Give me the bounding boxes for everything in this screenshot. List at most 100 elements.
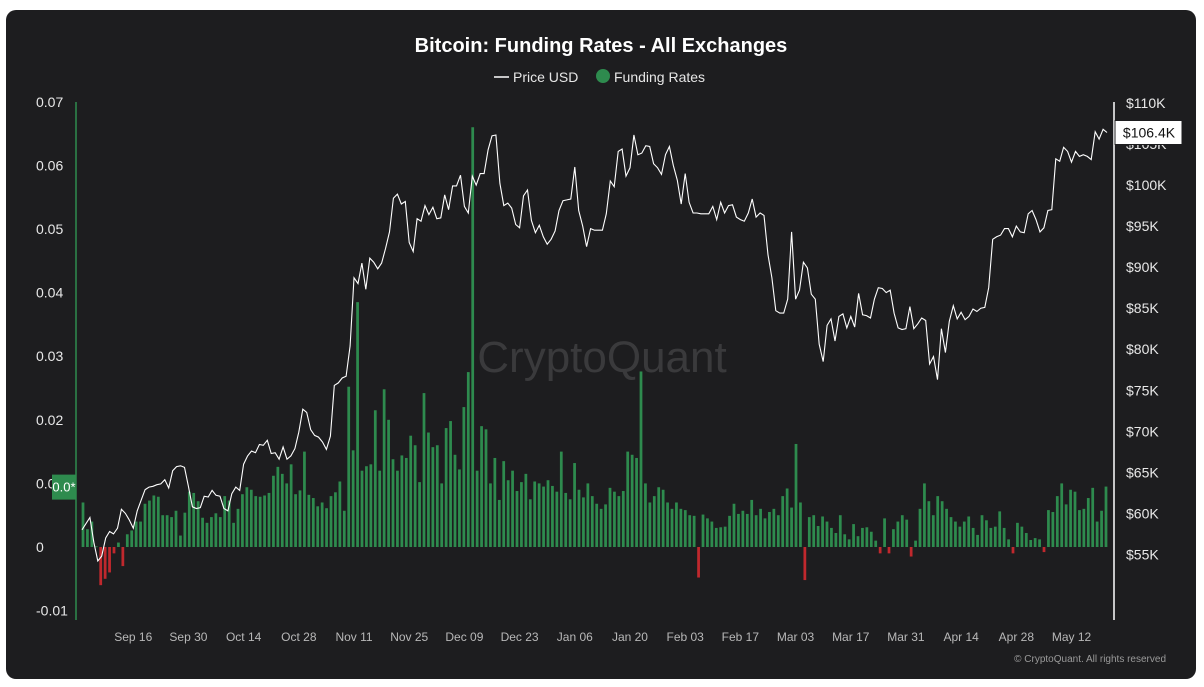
chart-svg: CryptoQuant Bitcoin: Funding Rates - All…	[36, 35, 1183, 665]
right-tick-label: $75K	[1126, 382, 1159, 398]
funding-bar	[351, 450, 355, 547]
funding-bar	[843, 534, 847, 547]
funding-bar	[511, 470, 514, 547]
legend-price-label[interactable]: Price USD	[513, 69, 578, 85]
funding-bar	[838, 515, 842, 547]
funding-bar	[542, 486, 545, 547]
funding-bar	[582, 497, 585, 547]
left-tick-label: -0.01	[36, 603, 68, 619]
funding-bar	[710, 521, 714, 547]
funding-bar	[369, 464, 373, 547]
funding-bar	[537, 483, 541, 547]
funding-bar	[719, 527, 723, 547]
funding-bar	[134, 521, 138, 547]
funding-bar	[214, 513, 218, 547]
funding-bar	[945, 508, 948, 547]
x-axis-ticks: Sep 16 Sep 30 Oct 14 Oct 28 Nov 11 Nov 25 Dec …	[114, 630, 1091, 644]
funding-bar	[196, 501, 200, 547]
funding-bar	[1100, 510, 1103, 547]
funding-bar	[338, 481, 342, 547]
x-tick-label: Oct 28	[281, 630, 317, 644]
legend[interactable]: Price USD Funding Rates	[494, 69, 705, 85]
funding-bar	[856, 536, 860, 547]
x-tick-label: Feb 17	[722, 630, 760, 644]
right-tick-label: $90K	[1126, 259, 1159, 275]
left-marker: 0.0*	[52, 474, 76, 500]
funding-bar	[590, 496, 594, 547]
funding-bar	[1069, 489, 1072, 547]
funding-bar	[652, 496, 656, 547]
x-tick-label: May 12	[1052, 630, 1092, 644]
funding-bar	[218, 517, 222, 547]
funding-bar	[639, 371, 643, 547]
funding-bar	[869, 531, 873, 547]
funding-bar	[613, 491, 616, 547]
funding-bar	[551, 485, 554, 547]
funding-bar	[365, 466, 368, 547]
funding-bar	[404, 457, 408, 547]
x-tick-label: Dec 23	[501, 630, 539, 644]
x-tick-label: Sep 30	[169, 630, 207, 644]
funding-bar	[923, 483, 926, 547]
funding-bar	[586, 483, 590, 547]
funding-bar	[847, 539, 851, 547]
funding-bar	[148, 500, 151, 547]
funding-bar	[466, 372, 470, 547]
funding-bar	[493, 457, 497, 547]
right-tick-label: $95K	[1126, 218, 1159, 234]
funding-bar	[816, 526, 820, 547]
left-marker-box	[52, 474, 76, 500]
funding-bar	[714, 527, 718, 547]
left-tick-label: 0.04	[36, 285, 63, 301]
funding-bar	[241, 494, 244, 547]
left-tick-label: 0.05	[36, 221, 63, 237]
funding-bar	[679, 508, 683, 547]
legend-funding-label[interactable]: Funding Rates	[614, 69, 705, 85]
funding-bar	[759, 508, 762, 547]
funding-bar	[94, 546, 98, 548]
funding-bar	[156, 496, 160, 547]
funding-bar	[210, 517, 213, 547]
funding-bar	[666, 502, 669, 547]
watermark: CryptoQuant	[477, 333, 726, 382]
funding-bar	[205, 522, 209, 547]
funding-bar	[502, 461, 506, 547]
funding-bar	[657, 487, 661, 547]
funding-bar	[174, 510, 178, 547]
funding-bar	[989, 527, 993, 547]
right-tick-label: $65K	[1126, 464, 1159, 480]
right-tick-label: $80K	[1126, 341, 1159, 357]
funding-bar	[263, 495, 266, 547]
funding-bar	[143, 503, 147, 547]
funding-bar	[117, 542, 120, 547]
funding-bar	[825, 521, 829, 547]
funding-bar	[462, 407, 466, 547]
funding-bar	[360, 470, 364, 547]
funding-bar	[688, 515, 692, 547]
funding-bar	[294, 494, 297, 547]
funding-bar	[918, 508, 922, 547]
right-tick-label: $55K	[1126, 546, 1159, 562]
funding-bar	[435, 445, 439, 547]
funding-bar	[728, 515, 731, 547]
funding-bar	[298, 490, 302, 547]
funding-bar	[577, 489, 581, 547]
left-axis-ticks: 0.07 0.06 0.05 0.04 0.03 0.02 0.0 0 -0.01	[36, 94, 68, 619]
funding-bar	[223, 496, 227, 547]
funding-bar	[927, 501, 931, 547]
funding-bar	[440, 483, 444, 547]
funding-bar	[670, 508, 674, 547]
funding-bar	[90, 521, 94, 547]
funding-bar	[812, 515, 816, 547]
funding-bar	[683, 510, 687, 547]
funding-bar	[497, 499, 501, 547]
right-marker: $106.4K	[1114, 120, 1183, 145]
funding-bar	[940, 501, 944, 547]
funding-bar	[86, 529, 89, 547]
funding-bar	[763, 518, 767, 547]
copyright: © CryptoQuant. All rights reserved	[1014, 654, 1166, 665]
funding-bar	[285, 483, 289, 547]
funding-bar	[750, 499, 754, 547]
funding-bar	[227, 500, 231, 547]
funding-bar	[834, 533, 838, 547]
